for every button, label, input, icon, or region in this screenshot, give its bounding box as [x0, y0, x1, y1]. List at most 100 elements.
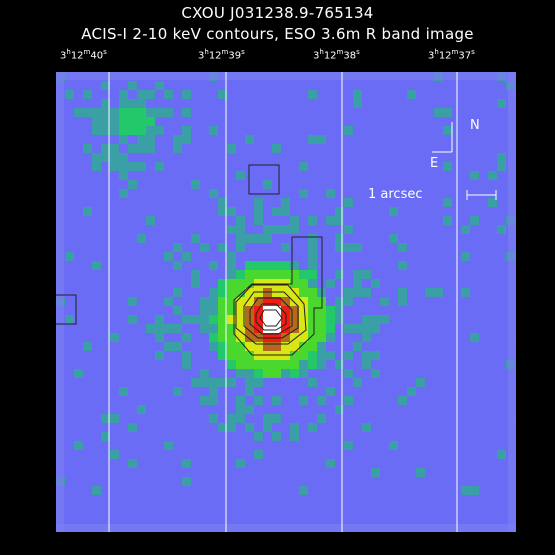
intensity-pixel — [362, 333, 371, 342]
intensity-pixel — [146, 135, 155, 144]
intensity-pixel — [128, 315, 137, 324]
intensity-pixel — [236, 360, 245, 369]
ra-tick-label: 3h12m40s — [60, 48, 107, 61]
intensity-pixel — [164, 324, 173, 333]
intensity-pixel — [389, 441, 398, 450]
intensity-pixel — [344, 324, 353, 333]
intensity-pixel — [128, 459, 137, 468]
intensity-pixel — [335, 234, 344, 243]
ra-tick-label: 3h12m38s — [313, 48, 360, 61]
intensity-pixel — [119, 387, 128, 396]
intensity-pixel — [290, 423, 299, 432]
intensity-pixel — [65, 252, 74, 261]
intensity-pixel — [254, 396, 263, 405]
intensity-pixel — [110, 117, 119, 126]
intensity-pixel — [182, 477, 191, 486]
intensity-pixel — [200, 243, 209, 252]
intensity-pixel — [182, 126, 191, 135]
intensity-pixel — [236, 288, 245, 297]
intensity-pixel — [137, 144, 146, 153]
intensity-pixel — [290, 360, 299, 369]
intensity-pixel — [245, 405, 254, 414]
intensity-pixel — [335, 297, 344, 306]
intensity-pixel — [407, 387, 416, 396]
intensity-pixel — [200, 315, 209, 324]
intensity-pixel — [326, 216, 335, 225]
intensity-pixel — [83, 342, 92, 351]
intensity-pixel — [245, 135, 254, 144]
intensity-pixel — [353, 90, 362, 99]
intensity-pixel — [164, 90, 173, 99]
intensity-pixel — [317, 315, 326, 324]
intensity-pixel — [317, 342, 326, 351]
intensity-pixel — [110, 153, 119, 162]
intensity-pixel — [236, 234, 245, 243]
intensity-pixel — [497, 225, 506, 234]
intensity-pixel — [317, 135, 326, 144]
intensity-pixel — [281, 198, 290, 207]
intensity-pixel — [119, 162, 128, 171]
intensity-pixel — [290, 261, 299, 270]
intensity-pixel — [236, 405, 245, 414]
intensity-pixel — [272, 207, 281, 216]
intensity-pixel — [263, 225, 272, 234]
intensity-pixel — [227, 378, 236, 387]
intensity-pixel — [443, 108, 452, 117]
intensity-pixel — [137, 108, 146, 117]
intensity-pixel — [263, 261, 272, 270]
intensity-pixel — [371, 468, 380, 477]
intensity-pixel — [308, 360, 317, 369]
intensity-pixel — [308, 306, 317, 315]
intensity-pixel — [434, 108, 443, 117]
intensity-pixel — [272, 315, 281, 324]
intensity-pixel — [128, 162, 137, 171]
intensity-pixel — [326, 315, 335, 324]
intensity-pixel — [308, 342, 317, 351]
intensity-pixel — [119, 189, 128, 198]
intensity-pixel — [326, 333, 335, 342]
intensity-pixel — [236, 279, 245, 288]
intensity-pixel — [326, 387, 335, 396]
intensity-pixel — [245, 342, 254, 351]
intensity-pixel — [443, 198, 452, 207]
intensity-pixel — [416, 378, 425, 387]
intensity-pixel — [470, 333, 479, 342]
intensity-pixel — [83, 207, 92, 216]
intensity-pixel — [227, 270, 236, 279]
intensity-pixel — [353, 288, 362, 297]
intensity-pixel — [191, 234, 200, 243]
intensity-pixel — [128, 180, 137, 189]
intensity-pixel — [245, 369, 254, 378]
intensity-pixel — [380, 297, 389, 306]
intensity-pixel — [155, 324, 164, 333]
intensity-pixel — [398, 243, 407, 252]
intensity-pixel — [281, 243, 290, 252]
intensity-pixel — [461, 225, 470, 234]
intensity-pixel — [182, 333, 191, 342]
intensity-pixel — [317, 333, 326, 342]
intensity-pixel — [290, 225, 299, 234]
intensity-pixel — [182, 90, 191, 99]
intensity-pixel — [308, 216, 317, 225]
intensity-pixel — [299, 486, 308, 495]
intensity-pixel — [308, 297, 317, 306]
intensity-pixel — [92, 261, 101, 270]
intensity-pixel — [416, 468, 425, 477]
scale-bar-icon — [466, 188, 498, 202]
intensity-pixel — [236, 243, 245, 252]
intensity-pixel — [317, 396, 326, 405]
intensity-pixel — [344, 288, 353, 297]
intensity-pixel — [191, 279, 200, 288]
intensity-pixel — [200, 306, 209, 315]
intensity-pixel — [128, 117, 137, 126]
intensity-pixel — [308, 333, 317, 342]
intensity-pixel — [209, 387, 218, 396]
intensity-pixel — [317, 414, 326, 423]
intensity-pixel — [83, 144, 92, 153]
intensity-pixel — [227, 288, 236, 297]
intensity-pixel — [344, 198, 353, 207]
intensity-pixel — [74, 369, 83, 378]
intensity-pixel — [227, 207, 236, 216]
intensity-pixel — [335, 405, 344, 414]
intensity-pixel — [236, 225, 245, 234]
